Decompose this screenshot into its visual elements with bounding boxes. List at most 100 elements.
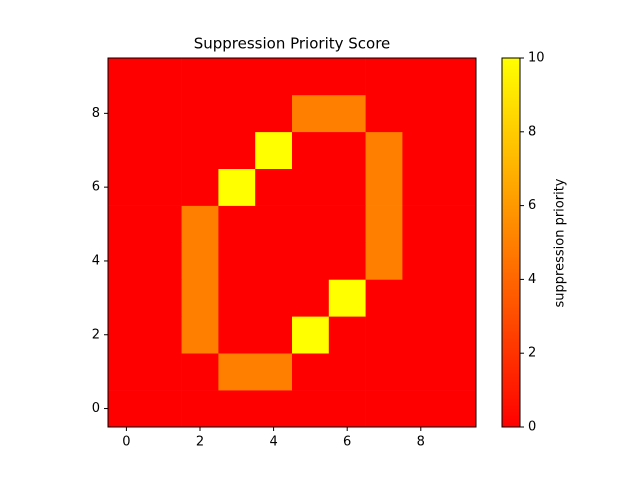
heatmap-cell [255,168,293,206]
heatmap-cell [255,131,293,169]
heatmap-cell [328,58,366,96]
heatmap-cell [328,390,366,428]
heatmap-cell [218,316,256,354]
heatmap-cell [292,168,330,206]
heatmap-cell [365,131,403,169]
heatmap-cell [181,390,219,428]
heatmap-cell [402,242,440,280]
heatmap-cell [108,279,146,317]
y-tick-label: 2 [92,327,100,342]
heatmap-cell [108,94,146,133]
heatmap-cell [402,58,440,96]
heatmap-cell [181,58,219,96]
heatmap-cell [181,168,219,206]
heatmap-cell [255,58,293,96]
heatmap-cell [144,390,182,428]
colorbar-tick-label: 2 [528,346,536,361]
heatmap-cell [292,58,330,96]
heatmap-cell [255,94,293,133]
heatmap-cell [402,279,440,317]
heatmap-cell [218,131,256,169]
x-tick-label: 0 [122,435,130,450]
heatmap-cell [439,390,477,428]
x-tick-label: 4 [269,435,277,450]
heatmap-cell [328,205,366,243]
heatmap-cell [218,58,256,96]
heatmap-cell [439,316,477,354]
heatmap-cell [181,242,219,280]
heatmap-cell [439,58,477,96]
y-tick-label: 8 [92,106,100,121]
heatmap-cell [144,316,182,354]
heatmap-cell [439,94,477,133]
plot-frame [107,57,477,428]
y-tick-label: 4 [92,253,100,268]
heatmap-cell [365,242,403,280]
heatmap-cell [292,353,330,391]
heatmap-cell [402,131,440,169]
heatmap-cell [365,390,403,428]
heatmap-cell [218,390,256,428]
heatmap-cell [218,168,256,206]
heatmap-cell [402,168,440,206]
heatmap-cell [292,390,330,428]
heatmap-cell [181,205,219,243]
colorbar-tick-label: 6 [528,198,536,213]
x-tick-label: 8 [417,435,425,450]
heatmap-cell [144,242,182,280]
colorbar-tick-label: 0 [528,420,536,435]
heatmap-cell [328,353,366,391]
heatmap-cell [218,279,256,317]
heatmap-cell [108,316,146,354]
heatmap-cell [144,58,182,96]
heatmap-cell [365,58,403,96]
heatmap-cell [328,131,366,169]
heatmap-cell [218,94,256,133]
heatmap-cell [292,279,330,317]
heatmap-cell [292,242,330,280]
colorbar-tick-label: 4 [528,272,536,287]
colorbar-tick-label: 8 [528,124,536,139]
heatmap-cell [144,353,182,391]
heatmap-cell [328,168,366,206]
heatmap-cell [328,279,366,317]
heatmap-cell [292,316,330,354]
heatmap-cell [402,390,440,428]
heatmap-cell [255,279,293,317]
heatmap-cell [439,205,477,243]
heatmap-cell [144,205,182,243]
heatmap-cell [439,242,477,280]
heatmap-cell [181,94,219,133]
heatmap-cell [402,353,440,391]
heatmap-cell [365,94,403,133]
colorbar-label: suppression priority [553,178,568,307]
x-tick-label: 6 [343,435,351,450]
heatmap-cell [255,390,293,428]
y-tick-label: 6 [92,180,100,195]
heatmap-cell [108,390,146,428]
heatmap-cell [365,279,403,317]
heatmap-cell [365,205,403,243]
chart-title: Suppression Priority Score [194,35,391,53]
heatmap-cell [108,131,146,169]
heatmap-cell [255,242,293,280]
colorbar-tick-label: 10 [528,51,545,66]
heatmap-cell [328,94,366,133]
heatmap-cell [181,131,219,169]
heatmap-cell [365,168,403,206]
x-tick-label: 2 [196,435,204,450]
heatmap-cell [402,205,440,243]
heatmap-cell [292,131,330,169]
heatmap-cell [255,353,293,391]
heatmap-cell [108,168,146,206]
heatmap-cell [181,353,219,391]
heatmap-cell [402,316,440,354]
heatmap-cell [108,205,146,243]
heatmap-cell [255,205,293,243]
heatmap-cell [108,242,146,280]
heatmap-cell [181,279,219,317]
heatmap-cell [144,168,182,206]
heatmap-cell [218,353,256,391]
heatmap-cell [439,353,477,391]
